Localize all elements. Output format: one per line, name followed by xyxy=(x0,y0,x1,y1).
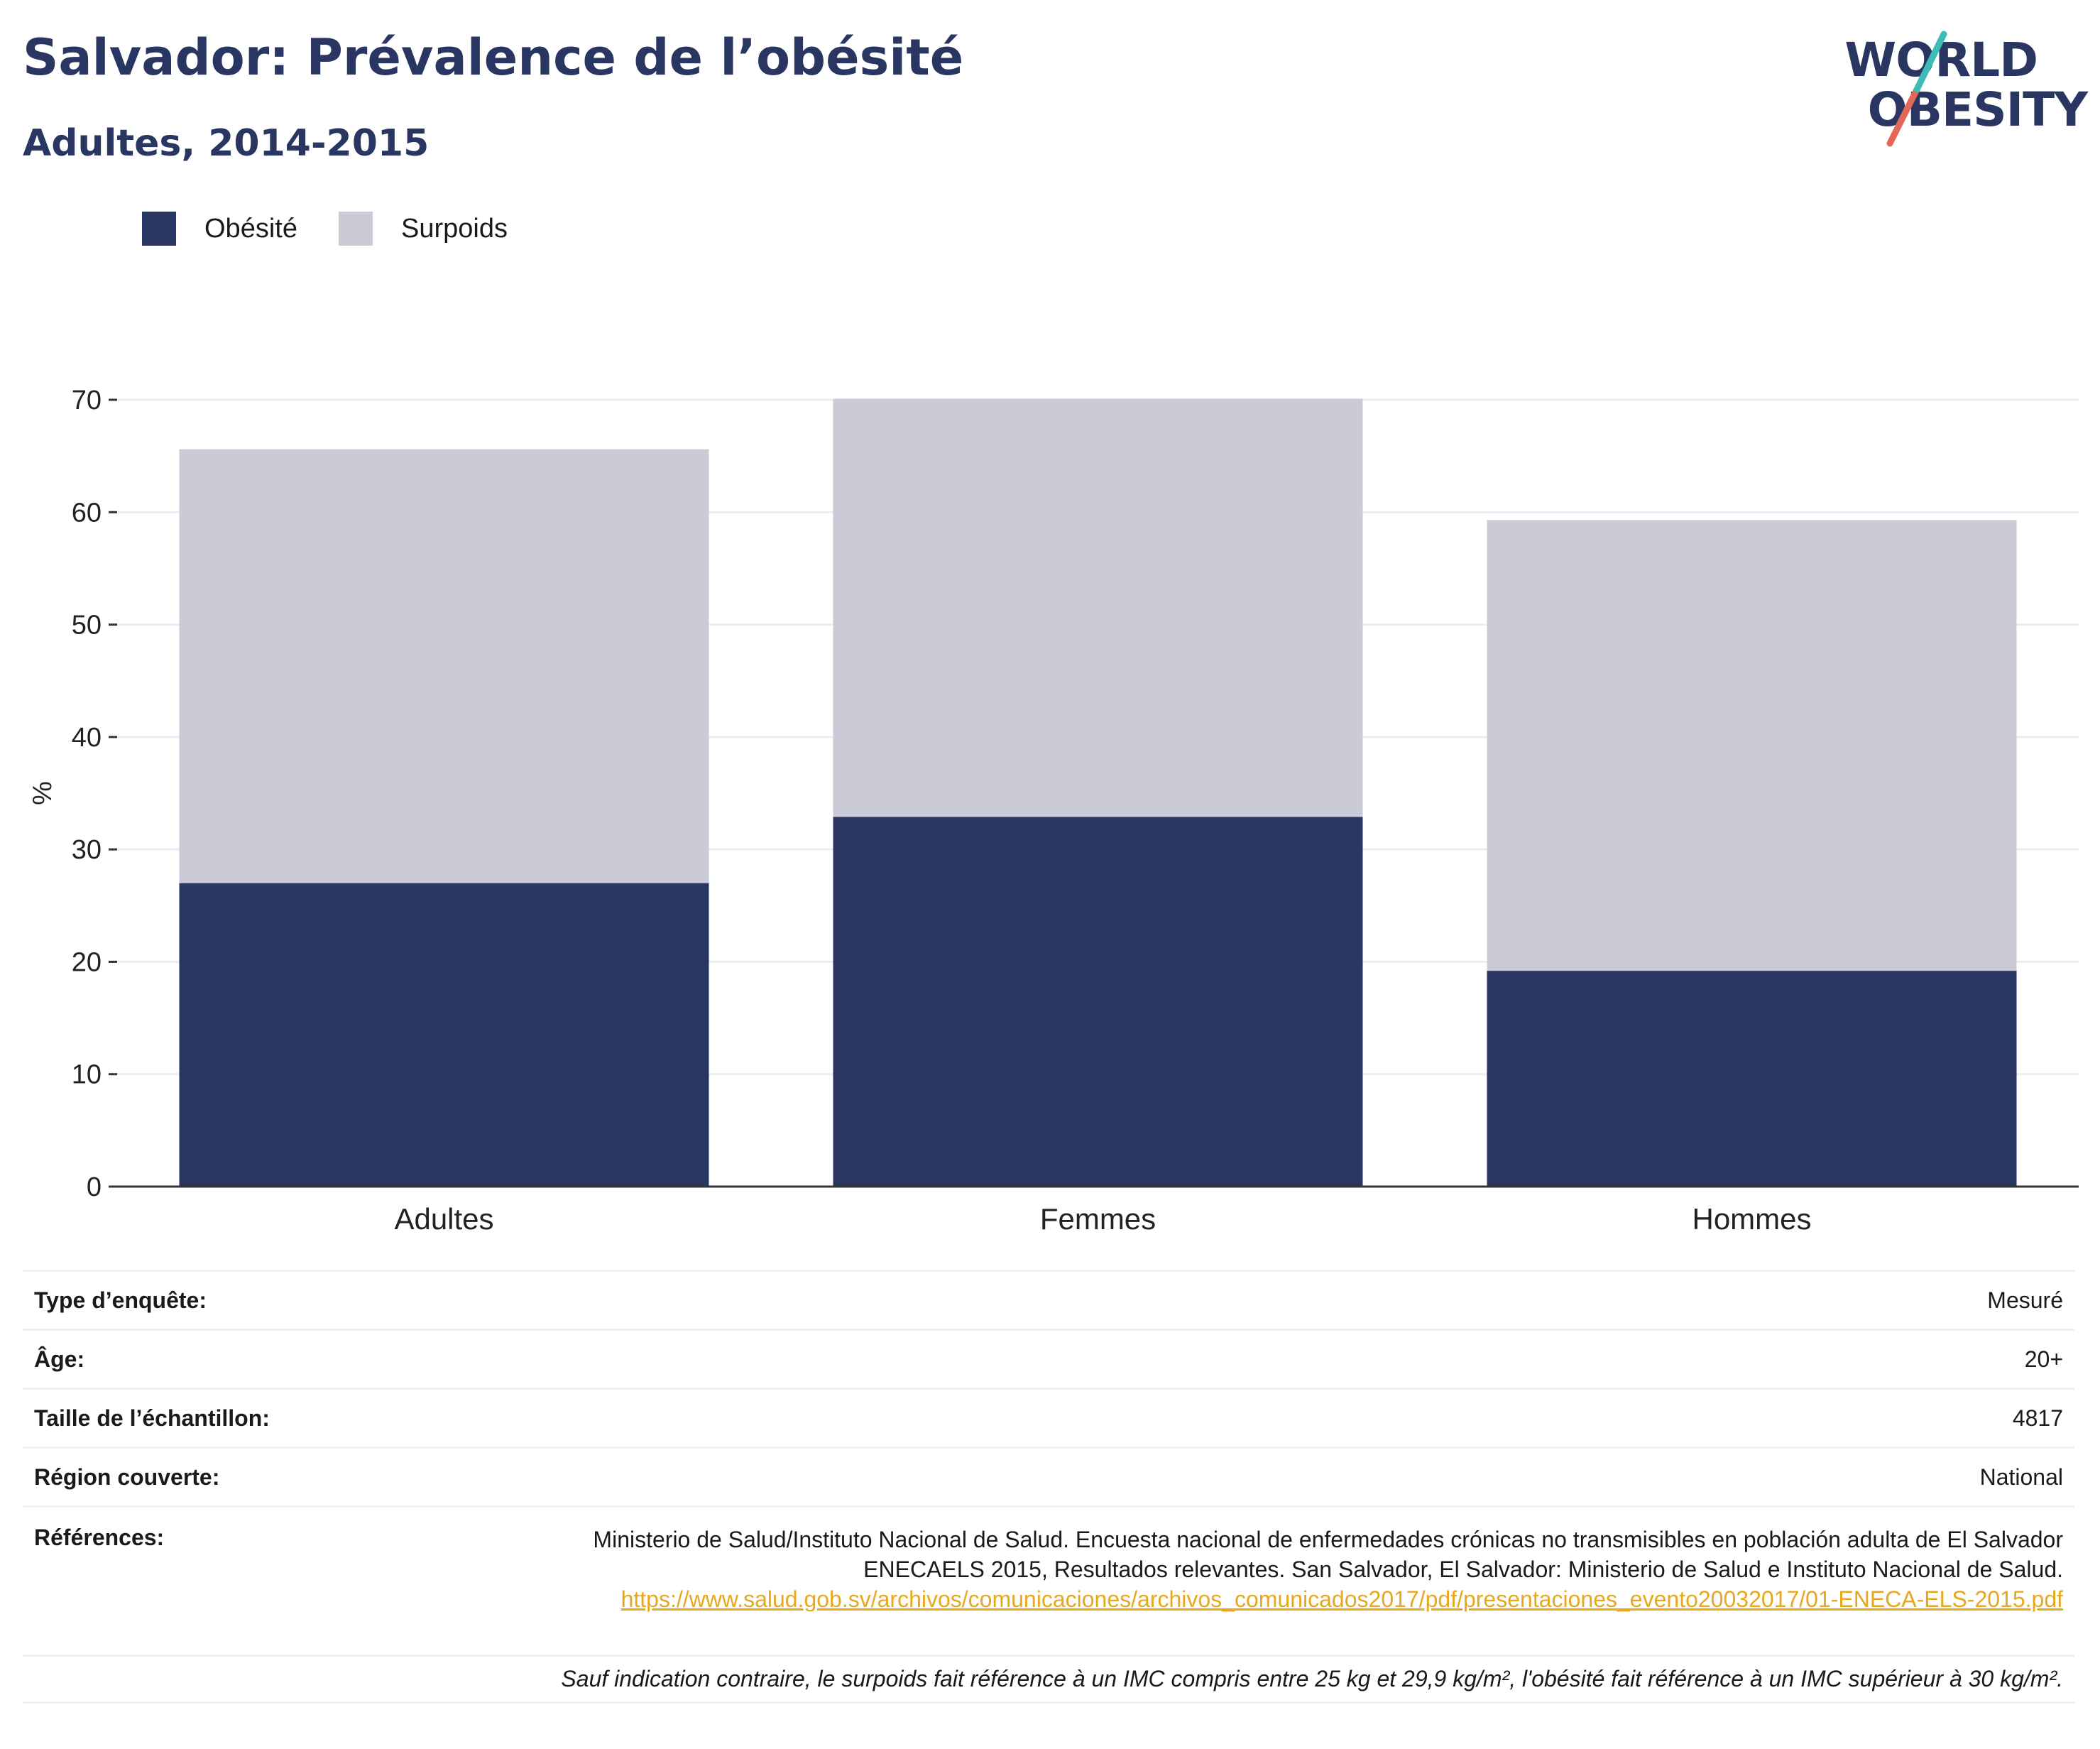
y-tick-label: 50 xyxy=(72,611,102,641)
region-value: National xyxy=(1979,1464,2063,1490)
sample-size-label: Taille de l’échantillon: xyxy=(34,1405,270,1431)
x-category-label: Hommes xyxy=(1692,1202,1811,1236)
y-tick-label: 20 xyxy=(72,947,102,977)
bar-obesity-hommes xyxy=(1487,971,2017,1187)
references-label: Références: xyxy=(34,1525,165,1550)
info-row-footnote: Sauf indication contraire, le surpoids f… xyxy=(23,1657,2074,1704)
bar-overweight-hommes xyxy=(1487,520,2017,971)
legend-label-obesity: Obésité xyxy=(204,213,297,244)
survey-type-label: Type d’enquête: xyxy=(34,1287,207,1313)
logo-slash-icon xyxy=(1886,31,1947,147)
y-tick-label: 60 xyxy=(72,498,102,528)
references-value: Ministerio de Salud/Instituto Nacional d… xyxy=(537,1525,2063,1614)
y-tick-label: 40 xyxy=(72,723,102,753)
y-tick-label: 0 xyxy=(87,1172,102,1202)
age-label: Âge: xyxy=(34,1346,85,1372)
bar-obesity-femmes xyxy=(833,817,1363,1187)
legend-swatch-obesity xyxy=(142,212,176,246)
chart-legend: Obésité Surpoids xyxy=(142,212,549,246)
y-tick-label: 30 xyxy=(72,835,102,865)
info-row-references: Références: Ministerio de Salud/Institut… xyxy=(23,1508,2074,1657)
survey-info-table: Type d’enquête: Mesuré Âge: 20+ Taille d… xyxy=(23,1270,2074,1704)
bar-obesity-adultes xyxy=(179,883,709,1187)
info-row-region: Région couverte: National xyxy=(23,1449,2074,1508)
info-row-sample-size: Taille de l’échantillon: 4817 xyxy=(23,1390,2074,1449)
bar-overweight-femmes xyxy=(833,398,1363,817)
y-tick-label: 70 xyxy=(72,386,102,415)
world-obesity-logo: WORLD OBESITY xyxy=(1844,21,2088,149)
age-value: 20+ xyxy=(2024,1346,2063,1372)
chart-title: Salvador: Prévalence de l’obésité xyxy=(23,28,964,87)
x-category-label: Femmes xyxy=(1040,1202,1156,1236)
bmi-footnote: Sauf indication contraire, le surpoids f… xyxy=(561,1666,2063,1691)
legend-label-overweight: Surpoids xyxy=(400,213,508,244)
bar-overweight-adultes xyxy=(179,449,709,883)
survey-type-value: Mesuré xyxy=(1987,1287,2063,1313)
region-label: Région couverte: xyxy=(34,1464,220,1490)
references-text: Ministerio de Salud/Instituto Nacional d… xyxy=(593,1527,2063,1582)
legend-swatch-overweight xyxy=(338,212,373,246)
x-category-label: Adultes xyxy=(394,1202,493,1236)
y-tick-label: 10 xyxy=(72,1060,102,1090)
y-axis-label: % xyxy=(28,781,58,805)
bar-chart: 0 10 20 30 40 50 60 70% Adultes Femmes Hommes xyxy=(28,386,2079,1236)
sample-size-value: 4817 xyxy=(2012,1405,2063,1431)
info-row-survey-type: Type d’enquête: Mesuré xyxy=(23,1272,2074,1331)
legend-item-overweight[interactable]: Surpoids xyxy=(338,212,508,246)
legend-item-obesity[interactable]: Obésité xyxy=(142,212,297,246)
references-link[interactable]: https://www.salud.gob.sv/archivos/comuni… xyxy=(620,1586,2063,1612)
chart-subtitle: Adultes, 2014-2015 xyxy=(23,122,430,165)
info-row-age: Âge: 20+ xyxy=(23,1331,2074,1390)
